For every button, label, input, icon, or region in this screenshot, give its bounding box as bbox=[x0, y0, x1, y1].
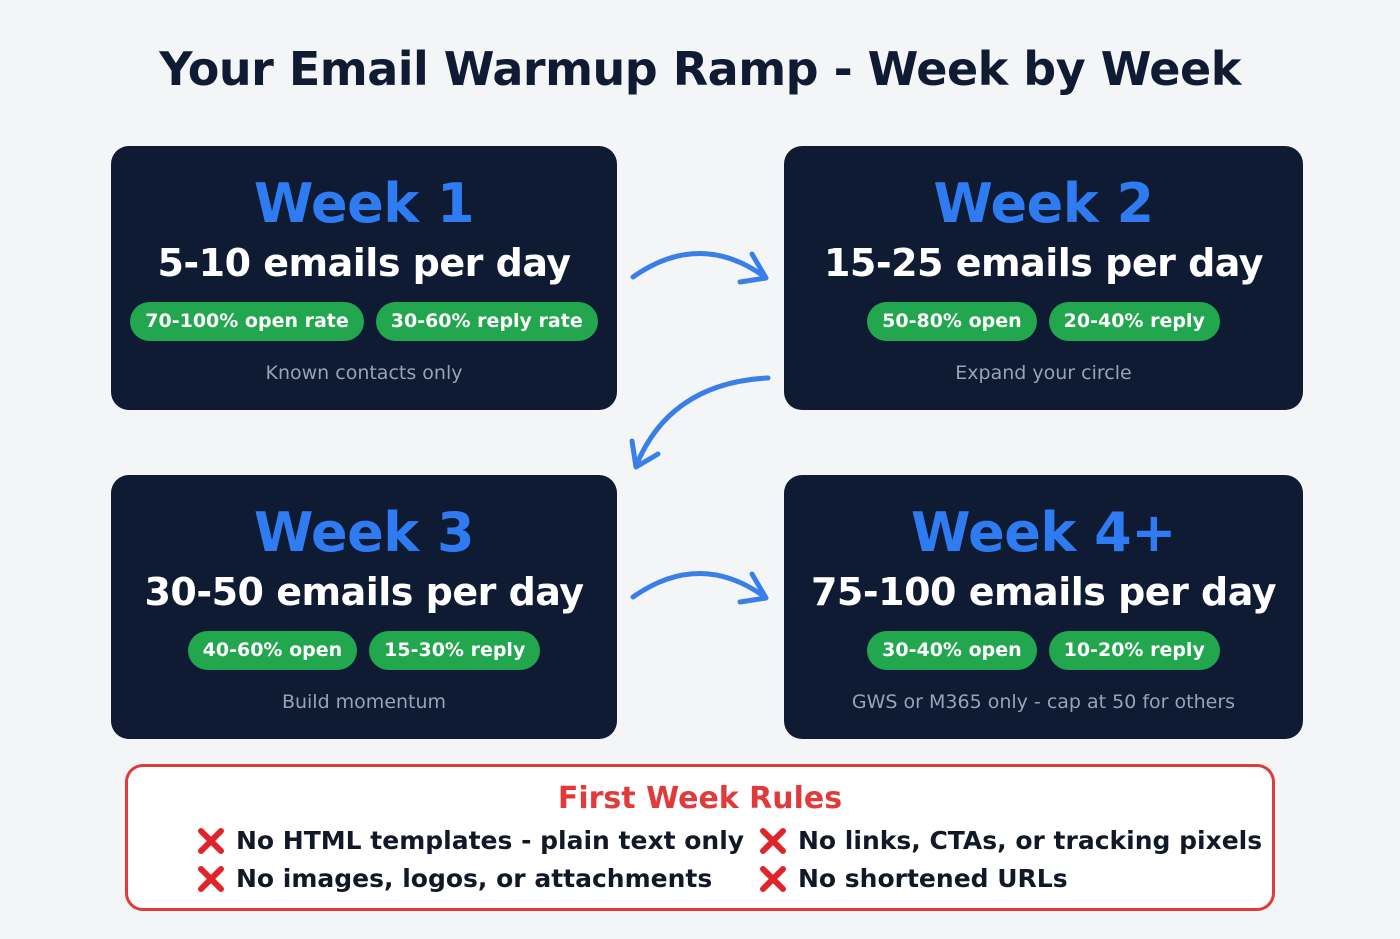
red-x-icon bbox=[760, 866, 786, 892]
rule-text: No images, logos, or attachments bbox=[236, 864, 713, 893]
reply-rate-badge: 30-60% reply rate bbox=[375, 302, 598, 341]
rate-badges: 70-100% open rate 30-60% reply rate bbox=[130, 302, 598, 341]
rate-badges: 50-80% open 20-40% reply bbox=[867, 302, 1220, 341]
rule-item: No shortened URLs bbox=[758, 863, 1068, 895]
rule-item: No links, CTAs, or tracking pixels bbox=[758, 825, 1262, 857]
open-rate-badge: 50-80% open bbox=[867, 302, 1037, 341]
rule-text: No shortened URLs bbox=[798, 864, 1068, 893]
rate-badges: 40-60% open 15-30% reply bbox=[187, 631, 541, 670]
email-volume: 5-10 emails per day bbox=[157, 241, 571, 285]
rule-text: No HTML templates - plain text only bbox=[236, 826, 745, 855]
email-volume: 15-25 emails per day bbox=[823, 241, 1264, 285]
rules-title: First Week Rules bbox=[557, 781, 843, 816]
email-volume: 30-50 emails per day bbox=[144, 570, 584, 614]
week-2-card: Week 2 15-25 emails per day 50-80% open … bbox=[784, 146, 1303, 410]
week-3-card: Week 3 30-50 emails per day 40-60% open … bbox=[111, 475, 617, 739]
rule-item: No images, logos, or attachments bbox=[196, 863, 712, 895]
arrow-week1-to-week2-icon bbox=[630, 251, 769, 285]
arrow-week2-to-week3-icon bbox=[629, 375, 771, 470]
rate-badges: 30-40% open 10-20% reply bbox=[867, 631, 1220, 670]
page-title: Your Email Warmup Ramp - Week by Week bbox=[159, 42, 1241, 96]
reply-rate-badge: 15-30% reply bbox=[369, 631, 541, 670]
arrow-week3-to-week4-icon bbox=[630, 571, 769, 605]
week-note: Build momentum bbox=[281, 691, 447, 713]
open-rate-badge: 30-40% open bbox=[867, 631, 1037, 670]
reply-rate-badge: 20-40% reply bbox=[1048, 302, 1220, 341]
rule-item: No HTML templates - plain text only bbox=[196, 825, 744, 857]
week-note: Known contacts only bbox=[265, 362, 463, 384]
first-week-rules-box: First Week Rules No HTML templates - pla… bbox=[125, 764, 1275, 911]
open-rate-badge: 40-60% open bbox=[187, 631, 358, 670]
week-label: Week 2 bbox=[933, 172, 1154, 235]
red-x-icon bbox=[198, 866, 224, 892]
red-x-icon bbox=[198, 828, 224, 854]
week-label: Week 4+ bbox=[911, 501, 1176, 564]
reply-rate-badge: 10-20% reply bbox=[1048, 631, 1220, 670]
week-label: Week 3 bbox=[253, 501, 475, 564]
week-note: Expand your circle bbox=[955, 362, 1132, 384]
week-1-card: Week 1 5-10 emails per day 70-100% open … bbox=[111, 146, 617, 410]
rule-text: No links, CTAs, or tracking pixels bbox=[798, 826, 1263, 855]
week-note: GWS or M365 only - cap at 50 for others bbox=[851, 691, 1236, 713]
open-rate-badge: 70-100% open rate bbox=[130, 302, 364, 341]
red-x-icon bbox=[760, 828, 786, 854]
week-4-card: Week 4+ 75-100 emails per day 30-40% ope… bbox=[784, 475, 1303, 739]
week-label: Week 1 bbox=[253, 172, 475, 235]
email-volume: 75-100 emails per day bbox=[810, 570, 1277, 614]
